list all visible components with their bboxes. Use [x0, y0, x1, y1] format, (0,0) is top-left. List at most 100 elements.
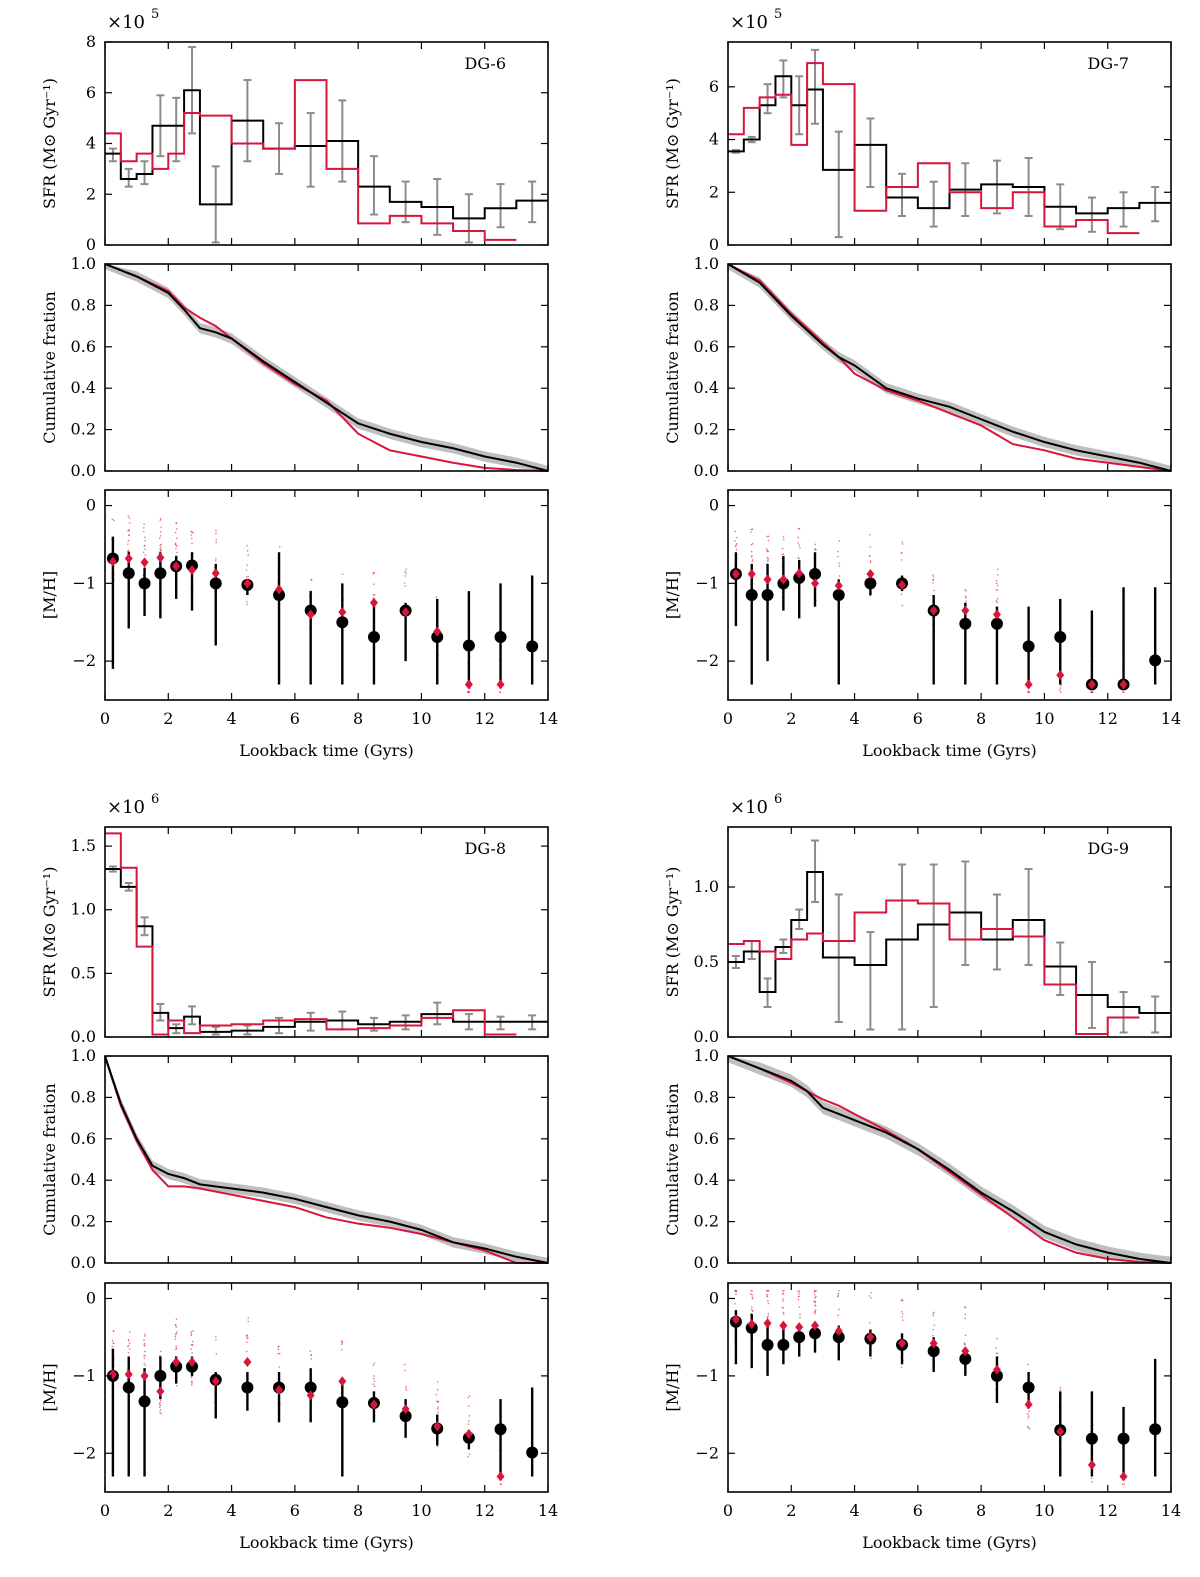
mh-model-point — [431, 631, 444, 643]
mh-particle-dot — [838, 562, 840, 564]
mh-particle-dot — [437, 1406, 439, 1408]
mh-model-point — [990, 617, 1003, 630]
mh-particle-dot — [174, 1323, 177, 1326]
y-tick-label: −1 — [695, 1366, 719, 1385]
mh-particle-dot — [310, 1353, 313, 1356]
y-tick-label: 6 — [86, 83, 96, 102]
mh-particle-dot — [245, 576, 248, 578]
mh-particle-dot — [144, 554, 147, 556]
x-axis-label: Lookback time (Gyrs) — [239, 741, 414, 760]
mh-model-point — [864, 577, 877, 590]
mh-model-point — [494, 1423, 507, 1436]
mh-particle-dot — [159, 547, 162, 550]
mh-particle-dot — [901, 1313, 904, 1315]
mh-particle-dot — [247, 554, 250, 556]
mh-particle-dot — [277, 1345, 280, 1348]
sfr-model-step-line — [105, 868, 548, 1033]
mh-particle-dot — [735, 1293, 737, 1295]
mh-particle-dot — [143, 1362, 146, 1365]
mh-particle-dot — [404, 575, 407, 577]
mh-particle-dot — [782, 536, 785, 538]
mh-particle-dot — [996, 601, 998, 604]
mh-particle-dot — [436, 1445, 439, 1448]
mh-particle-dot — [174, 1338, 177, 1340]
mh-particle-dot — [160, 1399, 162, 1402]
mh-particle-dot — [128, 1348, 131, 1350]
panel-label: DG-6 — [465, 54, 507, 73]
y-tick-label: 0.4 — [694, 378, 719, 397]
mh-particle-dot — [932, 1312, 934, 1315]
cum-model-line — [104, 263, 549, 472]
mh-particle-dot — [245, 569, 248, 571]
mh-particle-dot — [247, 1317, 250, 1319]
mh-particle-dot — [781, 547, 784, 550]
mh-particle-dot — [190, 1333, 193, 1335]
cum-true-line — [104, 1055, 548, 1264]
mh-particle-dot — [995, 580, 998, 582]
cum-frame — [727, 263, 1172, 472]
mh-particle-dot — [838, 575, 841, 577]
mh-true-point — [140, 1370, 149, 1381]
mh-particle-dot — [144, 536, 146, 539]
mh-true-point — [433, 1421, 442, 1432]
x-tick-label: 12 — [475, 1501, 495, 1520]
mh-true-point — [1056, 1426, 1065, 1437]
sfr-true-step-line — [105, 79, 517, 241]
mh-model-point — [959, 617, 972, 630]
mh-particle-dot — [751, 1297, 754, 1300]
mh-particle-dot — [797, 1298, 800, 1301]
sfr-scale-multiplier: ×10 — [107, 797, 145, 818]
mh-model-point — [1149, 1423, 1162, 1436]
mh-true-point — [156, 552, 165, 563]
mh-particle-dot — [735, 548, 738, 551]
mh-particle-dot — [191, 1380, 193, 1382]
mh-particle-dot — [749, 1289, 752, 1292]
mh-particle-dot — [1028, 1427, 1031, 1430]
mh-particle-dot — [838, 540, 841, 542]
mh-particle-dot — [310, 578, 312, 581]
x-tick-label: 4 — [849, 709, 859, 728]
y-tick-label: 0 — [86, 1288, 96, 1307]
mh-particle-dot — [175, 1345, 178, 1348]
mh-particle-dot — [128, 534, 131, 536]
panel-label: DG-7 — [1088, 54, 1130, 73]
mh-particle-dot — [341, 1343, 343, 1345]
mh-particle-dot — [1123, 1483, 1125, 1486]
mh-particle-dot — [468, 1415, 471, 1417]
mh-particle-dot — [215, 557, 217, 560]
mh-particle-dot — [247, 1320, 250, 1323]
mh-particle-dot — [964, 589, 966, 591]
y-tick-label: 0.5 — [71, 963, 96, 982]
mh-particle-dot — [996, 1337, 999, 1340]
mh-particle-dot — [901, 1299, 904, 1301]
cum-frame — [104, 263, 549, 472]
mh-particle-dot — [190, 1384, 193, 1386]
x-tick-label: 2 — [163, 709, 173, 728]
mh-true-point — [275, 1384, 284, 1395]
mh-particle-dot — [734, 530, 736, 533]
mh-particle-dot — [175, 1331, 178, 1333]
mh-particle-dot — [437, 1401, 439, 1403]
x-tick-label: 10 — [411, 709, 431, 728]
mh-particle-dot — [1028, 691, 1030, 694]
mh-true-point — [433, 626, 442, 637]
mh-particle-dot — [278, 1352, 281, 1355]
mh-true-point — [898, 1338, 907, 1349]
mh-particle-dot — [499, 691, 501, 694]
y-tick-label: 1.0 — [71, 254, 96, 273]
mh-particle-dot — [798, 557, 800, 560]
y-tick-label: 6 — [709, 77, 719, 96]
y-tick-label: 0.8 — [71, 1087, 96, 1106]
mh-particle-dot — [902, 1319, 904, 1321]
mh-particle-dot — [767, 1302, 770, 1305]
mh-particle-dot — [868, 533, 871, 536]
mh-model-point — [462, 639, 475, 652]
mh-particle-dot — [996, 598, 999, 600]
mh-particle-dot — [341, 1341, 343, 1343]
mh-particle-dot — [144, 1333, 146, 1336]
y-tick-label: 0.5 — [694, 952, 719, 971]
y-tick-label: 4 — [86, 134, 96, 153]
mh-particle-dot — [932, 1334, 934, 1337]
mh-particle-dot — [160, 1350, 162, 1353]
mh-particle-dot — [159, 1408, 162, 1411]
